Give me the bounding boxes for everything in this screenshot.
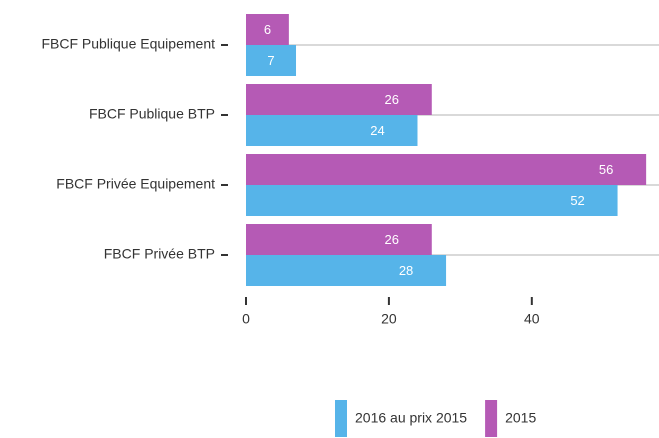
value-label: 28 bbox=[399, 263, 413, 278]
bar bbox=[246, 154, 647, 185]
value-label: 52 bbox=[570, 193, 584, 208]
y-tick-label: FBCF Publique Equipement bbox=[41, 36, 215, 52]
legend-swatch bbox=[335, 400, 347, 437]
value-label: 24 bbox=[370, 123, 384, 138]
x-tick-label: 20 bbox=[381, 311, 397, 327]
legend-label: 2015 bbox=[505, 410, 536, 426]
x-tick-label: 0 bbox=[242, 311, 250, 327]
bar bbox=[246, 185, 618, 216]
bar bbox=[246, 84, 432, 115]
value-label: 26 bbox=[385, 232, 399, 247]
legend-swatch bbox=[485, 400, 498, 437]
value-label: 56 bbox=[599, 162, 613, 177]
bar bbox=[246, 45, 297, 76]
y-tick-label: FBCF Privée BTP bbox=[104, 246, 215, 262]
y-tick-label: FBCF Publique BTP bbox=[89, 106, 215, 122]
bar bbox=[246, 224, 432, 255]
bar bbox=[246, 115, 418, 146]
value-label: 6 bbox=[264, 22, 271, 37]
bar bbox=[246, 14, 289, 45]
x-tick-label: 40 bbox=[524, 311, 540, 327]
legend-label: 2016 au prix 2015 bbox=[355, 410, 467, 426]
y-tick-label: FBCF Privée Equipement bbox=[56, 176, 215, 192]
value-label: 7 bbox=[267, 53, 274, 68]
bar bbox=[246, 255, 447, 286]
value-label: 26 bbox=[385, 92, 399, 107]
